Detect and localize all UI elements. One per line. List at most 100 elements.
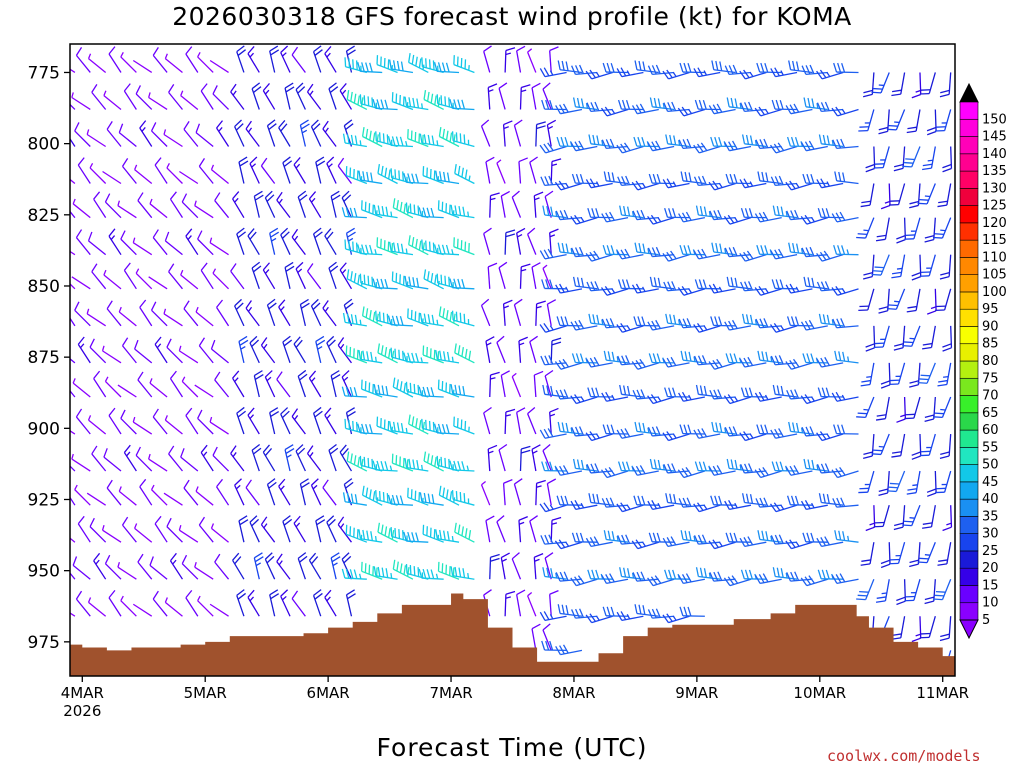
wind-barb [785,465,813,476]
credit-link[interactable]: coolwx.com/models [827,747,981,765]
barb-shaft [308,377,322,398]
barb-half-feather [310,197,316,203]
barb-feather [871,91,882,94]
barb-feather [404,458,408,468]
barb-feather [503,479,513,484]
barb-shaft [164,240,183,256]
barb-feather [678,318,684,329]
barb-shaft [212,455,230,472]
barb-feather [169,552,177,562]
barb-feather [838,530,842,541]
wind-barb [893,146,906,172]
barb-feather [743,431,750,440]
wind-barb [680,530,705,543]
wind-barb [739,250,767,262]
wind-barb [631,103,659,115]
barb-shaft [137,561,153,580]
barb-feather [373,566,377,576]
wind-barb [70,430,76,435]
barb-feather [543,322,550,332]
wind-barb [935,109,952,132]
barb-feather [575,353,580,363]
barb-feather [641,495,646,506]
colorbar-swatch [959,567,979,586]
barb-feather [428,59,431,69]
barb-shaft [276,379,291,398]
wind-barb [375,310,398,327]
barb-feather [576,459,581,469]
barb-feather [911,637,921,643]
barb-feather [328,261,337,269]
barb-feather [372,311,376,322]
barb-feather [804,500,811,509]
wind-barb [330,370,341,398]
barb-feather [238,156,248,163]
barb-feather [436,455,439,466]
barb-feather [744,281,749,291]
barb-feather [794,136,800,147]
barb-shaft [70,103,76,110]
barb-feather [237,231,246,239]
barb-half-feather [534,558,540,562]
barb-feather [77,515,85,525]
wind-barb [516,407,526,435]
barb-feather [833,245,838,255]
colorbar-swatch [959,153,979,172]
barb-shaft [185,53,199,73]
wind-barb [70,178,76,185]
wind-barb [269,45,280,73]
barb-feather [589,178,596,188]
barb-feather [444,96,447,106]
wind-barb [372,460,398,472]
wind-barb [93,370,107,398]
barb-feather [385,385,389,396]
barb-shaft [867,109,875,131]
wind-barb [324,407,337,435]
wind-barb [291,228,306,256]
barb-feather [802,353,807,363]
barb-shaft [406,181,429,185]
wind-barb [886,288,906,310]
barb-feather [247,589,255,598]
barb-half-feather [117,562,121,568]
barb-half-feather [764,394,769,400]
barb-shaft [516,50,522,73]
barb-feather [633,316,638,326]
barb-feather [666,431,673,440]
barb-feather [267,478,276,485]
wind-barb [361,200,383,219]
barb-shaft [70,537,76,543]
wind-barb [295,82,306,110]
barb-feather [712,283,719,293]
colorbar-label: 5 [982,613,990,628]
barb-shaft [251,267,260,290]
barb-shaft [152,416,168,435]
barb-feather [759,139,765,149]
colorbar-swatch [959,360,979,379]
barb-shaft [544,557,552,580]
colorbar-swatch [959,412,979,431]
wind-barb [856,396,875,419]
barb-feather [439,529,442,540]
barb-shaft [297,375,306,398]
barb-feather [686,138,692,148]
barb-feather [450,204,454,215]
barb-feather [693,176,699,186]
barb-feather [880,380,891,385]
barb-feather [696,143,704,153]
barb-shaft [328,450,337,472]
barb-feather [754,107,762,117]
barb-half-feather [120,595,124,601]
barb-feather [662,252,669,262]
barb-shaft [308,560,322,580]
wind-barb [120,52,137,73]
barb-feather [377,205,381,215]
barb-feather [352,59,354,69]
wind-barb [546,119,557,147]
wind-barb [449,278,475,290]
barb-half-feather [693,535,696,542]
barb-feather [306,263,314,272]
barb-feather [856,416,866,419]
barb-feather [437,244,442,254]
barb-feather [780,385,784,396]
